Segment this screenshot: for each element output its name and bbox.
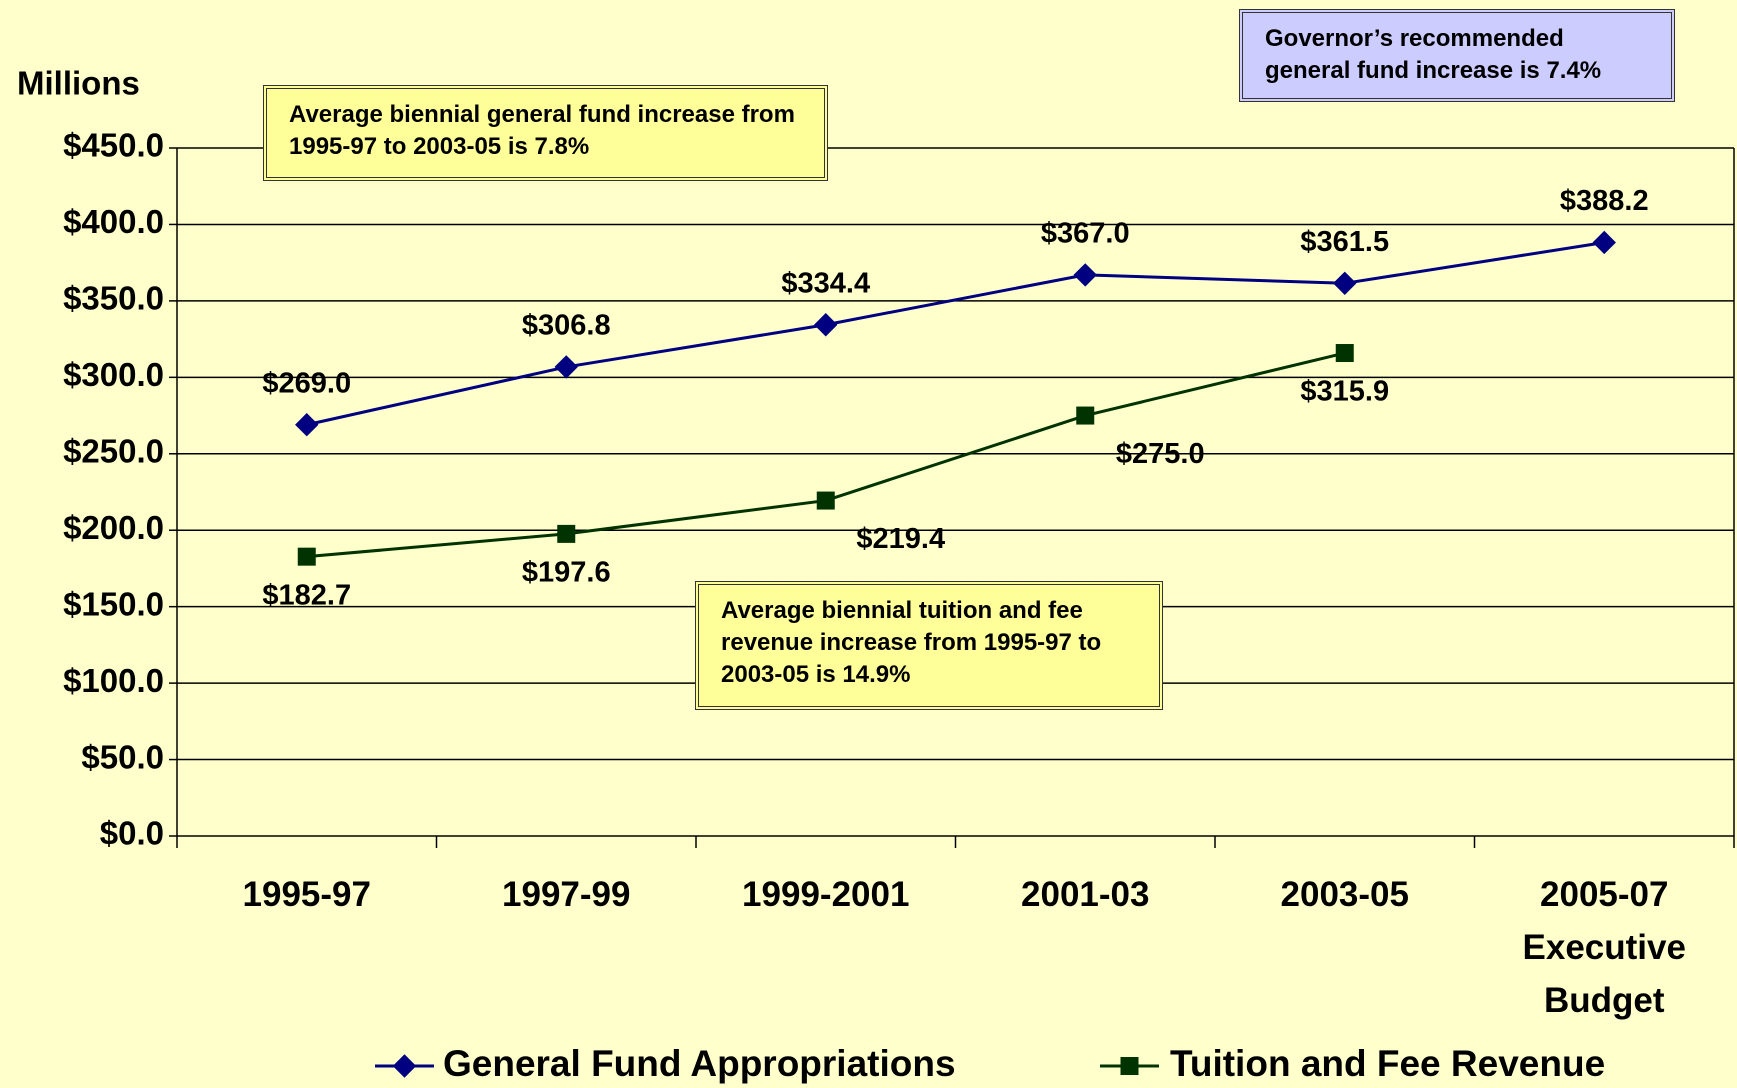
data-point	[295, 413, 319, 437]
data-label: $361.5	[1300, 226, 1389, 258]
x-tick-label: 1999-2001	[742, 875, 910, 914]
data-label: $388.2	[1560, 185, 1649, 217]
data-label: $306.8	[522, 310, 611, 342]
x-tick-label: 1995-97	[242, 875, 371, 914]
data-label: $197.6	[522, 557, 611, 589]
data-point	[1073, 263, 1097, 287]
data-label: $334.4	[781, 267, 870, 299]
series-line	[306, 241, 1605, 427]
data-label: $367.0	[1041, 218, 1130, 250]
annotation: Average biennial general fund increase f…	[263, 85, 828, 181]
data-point	[814, 313, 838, 337]
data-point	[816, 491, 835, 510]
legend-marker	[1120, 1057, 1139, 1075]
data-point	[1076, 406, 1095, 425]
data-point	[1333, 271, 1357, 296]
annotation: Governor’s recommended general fund incr…	[1239, 9, 1675, 102]
data-point	[1335, 344, 1354, 363]
data-point	[554, 355, 578, 379]
y-tick-label: $0.0	[100, 815, 164, 852]
x-tick-label: 2005-07 Executive Budget	[1522, 875, 1686, 1020]
data-label: $219.4	[856, 523, 945, 555]
annotation: Average biennial tuition and fee revenue…	[695, 581, 1163, 710]
x-tick-label: 2001-03	[1021, 875, 1150, 914]
y-tick-label: $250.0	[63, 432, 164, 469]
legend-label: Tuition and Fee Revenue	[1170, 1043, 1605, 1084]
y-tick-label: $300.0	[63, 356, 164, 393]
legend-label: General Fund Appropriations	[443, 1043, 956, 1084]
data-point	[297, 547, 316, 566]
y-tick-label: $450.0	[63, 127, 164, 164]
y-tick-label: $400.0	[63, 203, 164, 240]
x-tick-label: 1997-99	[502, 875, 631, 914]
data-point	[557, 524, 576, 543]
data-label: $275.0	[1116, 438, 1205, 470]
data-label: $182.7	[262, 579, 351, 611]
y-tick-label: $100.0	[63, 662, 164, 699]
y-tick-label: $50.0	[81, 738, 164, 775]
data-label: $315.9	[1300, 376, 1389, 408]
x-tick-label: 2003-05	[1280, 875, 1409, 914]
data-label: $269.0	[262, 367, 351, 399]
y-tick-label: $350.0	[63, 280, 164, 317]
y-tick-label: $200.0	[63, 509, 164, 546]
data-point	[1592, 230, 1616, 255]
legend-marker	[392, 1054, 417, 1078]
y-axis-label: Millions	[17, 65, 140, 102]
y-tick-label: $150.0	[63, 585, 164, 622]
